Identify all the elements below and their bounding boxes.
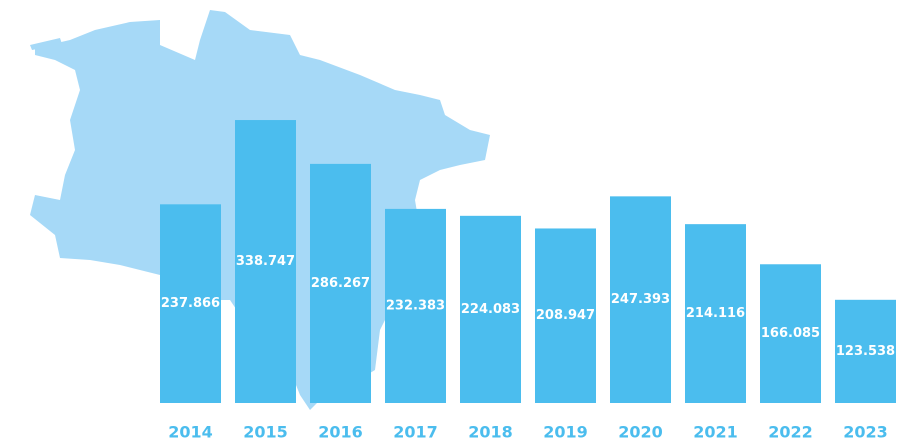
value-label: 214.116 xyxy=(686,306,745,321)
bar xyxy=(685,224,746,403)
bar xyxy=(160,204,221,403)
x-tick-label: 2020 xyxy=(618,423,663,442)
bar xyxy=(460,215,521,403)
bar xyxy=(235,120,296,403)
x-tick-label: 2021 xyxy=(693,423,738,442)
x-tick-label: 2018 xyxy=(468,423,513,442)
value-label: 237.866 xyxy=(161,296,220,311)
value-label: 286.267 xyxy=(311,276,370,291)
value-label: 166.085 xyxy=(761,326,820,341)
value-label: 247.393 xyxy=(611,292,670,307)
bar xyxy=(610,196,671,403)
x-tick-label: 2014 xyxy=(168,423,213,442)
bar xyxy=(535,228,596,403)
value-label: 224.083 xyxy=(461,302,520,317)
value-label: 123.538 xyxy=(836,344,895,359)
x-tick-label: 2022 xyxy=(768,423,813,442)
x-tick-label: 2016 xyxy=(318,423,363,442)
map-island xyxy=(30,38,62,50)
x-tick-label: 2019 xyxy=(543,423,588,442)
value-label: 232.383 xyxy=(386,298,445,313)
x-tick-label: 2017 xyxy=(393,423,438,442)
value-label: 208.947 xyxy=(536,308,595,323)
value-label: 338.747 xyxy=(236,254,295,269)
x-tick-label: 2015 xyxy=(243,423,288,442)
bar xyxy=(760,264,821,403)
x-tick-label: 2023 xyxy=(843,423,888,442)
bar xyxy=(310,163,371,403)
bar xyxy=(385,208,446,403)
bar xyxy=(835,299,896,403)
